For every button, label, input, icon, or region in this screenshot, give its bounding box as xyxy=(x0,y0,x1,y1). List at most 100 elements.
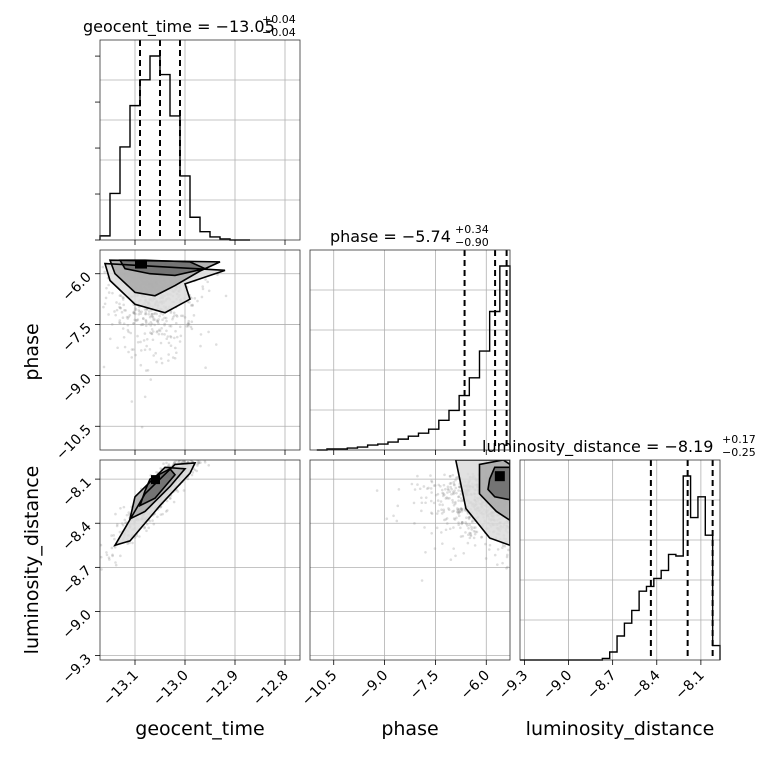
scatter-point xyxy=(215,411,218,414)
scatter-point xyxy=(190,473,194,477)
scatter-point xyxy=(172,500,176,504)
scatter-point xyxy=(480,536,483,539)
scatter-point xyxy=(161,318,164,322)
scatter-point xyxy=(201,285,205,288)
scatter-point xyxy=(505,555,509,559)
scatter-point xyxy=(219,422,222,425)
scatter-point xyxy=(197,446,200,449)
scatter-point xyxy=(203,460,207,462)
contour-fill xyxy=(140,468,175,506)
scatter-point xyxy=(176,490,180,493)
scatter-point xyxy=(451,510,454,513)
scatter-point xyxy=(223,431,226,434)
scatter-point xyxy=(110,546,114,550)
scatter-point xyxy=(163,333,166,336)
scatter-point xyxy=(180,460,184,463)
scatter-point xyxy=(123,345,127,349)
scatter-point xyxy=(375,489,379,492)
scatter-point xyxy=(189,444,192,447)
scatter-point xyxy=(142,339,146,342)
scatter-point xyxy=(195,454,198,457)
scatter-point xyxy=(221,412,224,415)
scatter-point xyxy=(145,522,149,526)
scatter-point xyxy=(436,509,440,513)
scatter-point xyxy=(503,544,507,548)
contour-line xyxy=(108,259,221,297)
scatter-point xyxy=(119,506,122,510)
scatter-point xyxy=(449,475,452,478)
scatter-geocent_time-luminosity_distance xyxy=(100,411,226,571)
scatter-point xyxy=(153,323,157,327)
scatter-point xyxy=(216,430,219,433)
scatter-point xyxy=(193,452,196,455)
scatter-point xyxy=(469,531,472,535)
scatter-point xyxy=(182,456,185,459)
scatter-point xyxy=(448,496,451,500)
scatter-point xyxy=(442,493,446,497)
scatter-point xyxy=(119,294,123,298)
scatter-point xyxy=(151,519,154,522)
scatter-point xyxy=(143,395,147,399)
scatter-point xyxy=(180,457,183,460)
scatter-point xyxy=(397,488,401,491)
y-tick-label: −8.4 xyxy=(59,519,94,554)
scatter-point xyxy=(161,512,164,516)
scatter-point xyxy=(163,316,166,320)
scatter-point xyxy=(413,488,417,491)
scatter-point xyxy=(452,503,456,507)
x-tick-label: −13.0 xyxy=(150,668,192,710)
scatter-point xyxy=(413,522,416,525)
scatter-point xyxy=(145,308,149,311)
scatter-point xyxy=(423,526,426,529)
scatter-point xyxy=(122,505,126,509)
scatter-point xyxy=(119,306,122,310)
scatter-point xyxy=(424,501,427,505)
scatter-point xyxy=(165,337,169,341)
scatter-point xyxy=(148,348,152,351)
scatter-point xyxy=(197,461,200,465)
scatter-point xyxy=(180,452,183,455)
scatter-point xyxy=(168,324,171,328)
scatter-point xyxy=(188,439,191,442)
scatter-point xyxy=(190,320,194,324)
scatter-point xyxy=(202,437,205,440)
scatter-point xyxy=(187,440,190,443)
scatter-point xyxy=(467,516,471,519)
scatter-point xyxy=(461,521,464,524)
scatter-point xyxy=(459,497,463,500)
scatter-point xyxy=(427,486,430,490)
scatter-point xyxy=(473,532,477,536)
scatter-point xyxy=(167,341,171,345)
scatter-point xyxy=(442,508,446,512)
scatter-point xyxy=(189,325,193,329)
scatter-point xyxy=(203,460,207,464)
scatter-point xyxy=(429,487,433,490)
scatter-point xyxy=(107,291,111,294)
scatter-point xyxy=(453,489,456,492)
scatter-point xyxy=(430,512,434,515)
scatter-point xyxy=(424,496,428,499)
scatter-point xyxy=(473,544,477,547)
panel-frame-joint xyxy=(99,249,301,451)
panel-frame-geocent_time xyxy=(99,39,301,241)
scatter-point xyxy=(449,485,452,489)
scatter-point xyxy=(452,480,456,484)
scatter-point xyxy=(100,543,103,547)
scatter-point xyxy=(474,530,477,534)
scatter-point xyxy=(197,421,200,424)
scatter-point xyxy=(203,457,206,460)
scatter-point xyxy=(118,530,122,534)
scatter-point xyxy=(187,451,190,454)
scatter-point xyxy=(111,291,114,295)
x-tick-label: −8.1 xyxy=(672,668,707,703)
scatter-point xyxy=(133,312,136,315)
scatter-point xyxy=(446,485,450,489)
scatter-point xyxy=(201,287,205,291)
scatter-point xyxy=(149,331,152,335)
scatter-point xyxy=(147,312,151,316)
scatter-point xyxy=(157,322,160,325)
histogram-geocent_time xyxy=(99,55,250,241)
scatter-point xyxy=(145,338,149,341)
scatter-point xyxy=(132,322,135,325)
scatter-point xyxy=(450,493,453,496)
